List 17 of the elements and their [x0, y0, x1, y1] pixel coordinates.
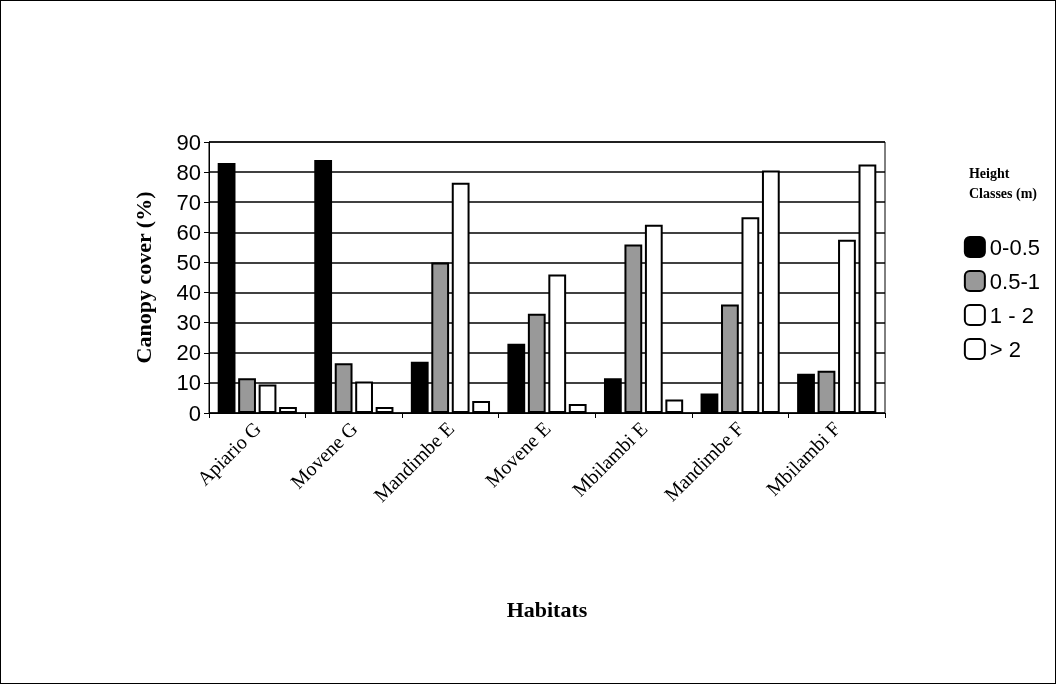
y-tick-label: 0: [188, 400, 201, 426]
y-tick-label: 70: [176, 189, 201, 215]
y-tick-label: 60: [176, 219, 201, 245]
legend-label: 0-0.5: [989, 234, 1041, 260]
y-axis-title: Canopy cover (%): [130, 191, 156, 364]
x-axis-title: Habitats: [506, 596, 588, 622]
y-tick-label: 20: [176, 340, 201, 366]
legend-label: 1 - 2: [989, 302, 1034, 328]
y-tick-label: 90: [176, 129, 201, 155]
legend-title: Height Classes (m): [968, 165, 1038, 202]
y-tick-label: 40: [176, 280, 201, 306]
y-tick-label: 30: [176, 310, 201, 336]
y-tick-label: 10: [176, 370, 201, 396]
legend-label: 0.5-1: [989, 268, 1041, 294]
y-tick-label: 80: [176, 159, 201, 185]
legend-label: > 2: [989, 336, 1022, 362]
y-tick-label: 50: [176, 249, 201, 275]
